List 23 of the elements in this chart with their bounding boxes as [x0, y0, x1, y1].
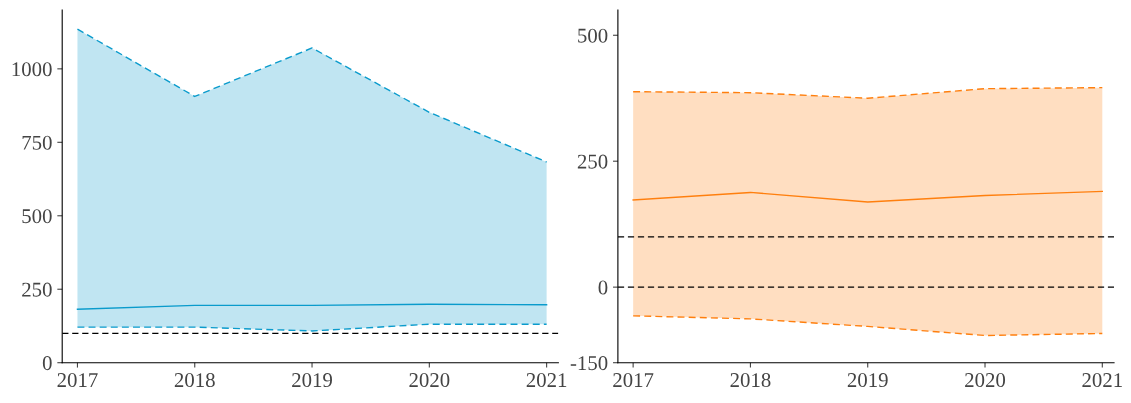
y-tick-label: 250: [577, 154, 608, 169]
line-series: [632, 86, 1104, 99]
x-tick-label: 2020: [965, 373, 1006, 388]
y-tick-label: 250: [22, 282, 52, 297]
y-tick-label: 0: [598, 280, 608, 295]
x-tick-label: 2018: [730, 373, 771, 388]
line-series: [76, 28, 548, 163]
y-tick-label: -150: [570, 356, 608, 371]
line-series: [632, 190, 1104, 203]
x-tick-label: 2019: [847, 373, 888, 388]
y-tick-label: 1000: [12, 62, 52, 77]
y-tick-label: 0: [42, 356, 52, 371]
line-series: [632, 315, 1104, 337]
y-tick-label: 750: [22, 135, 52, 150]
x-tick-label: 2018: [174, 373, 215, 388]
x-tick-label: 2021: [1082, 373, 1122, 388]
x-tick-label: 2020: [409, 373, 450, 388]
x-tick-label: 2019: [292, 373, 333, 388]
y-tick-label: 500: [578, 28, 608, 43]
x-tick-label: 2017: [613, 373, 654, 388]
x-tick-label: 2021: [526, 373, 567, 388]
y-tick-label: 500: [22, 209, 52, 224]
x-tick-label: 2017: [57, 373, 98, 388]
